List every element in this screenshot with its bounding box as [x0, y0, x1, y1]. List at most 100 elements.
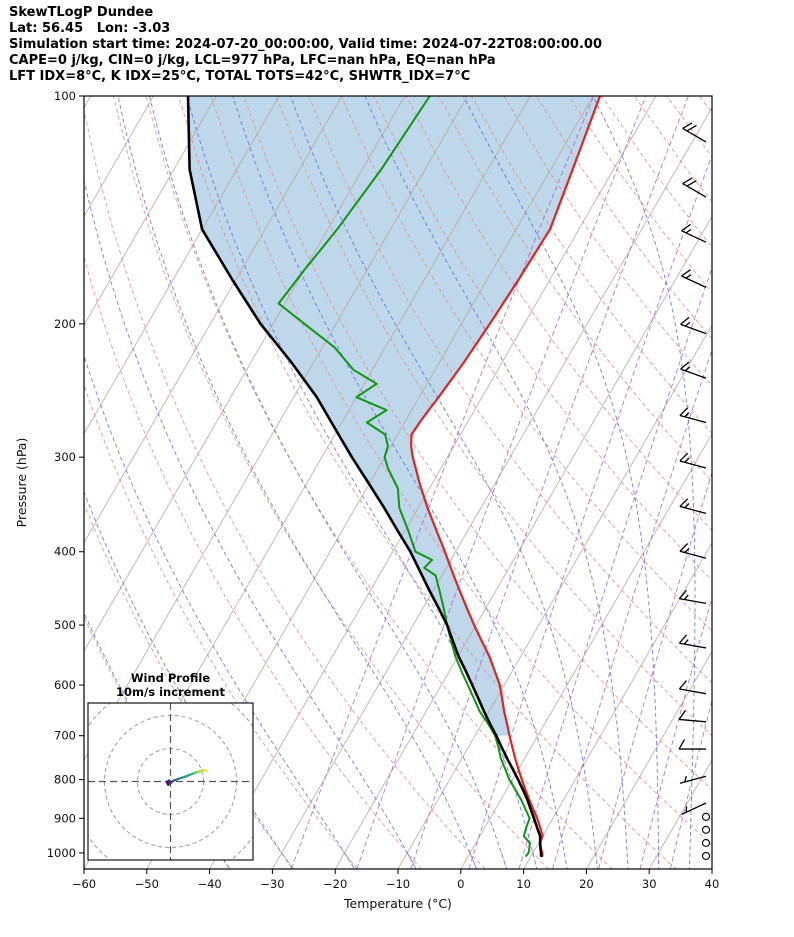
barb-staff — [679, 598, 707, 604]
barb-full — [681, 269, 691, 277]
dry-adiabat — [243, 96, 712, 791]
isotherm — [460, 432, 712, 869]
dry-adiabat — [308, 96, 712, 684]
wind-barb — [701, 851, 711, 860]
barb-full — [678, 710, 686, 720]
barb-full — [679, 407, 689, 416]
mixing-ratio-line — [598, 471, 712, 869]
x-tick-label: −40 — [197, 877, 221, 891]
barb-half — [684, 503, 690, 509]
wind-barb — [679, 775, 707, 784]
x-axis-title: Temperature (°C) — [343, 896, 452, 911]
isotherm — [648, 759, 712, 869]
barb-half — [685, 228, 692, 234]
barb-staff — [679, 505, 707, 515]
hodograph-title: Wind Profile — [131, 671, 211, 685]
y-tick-label: 100 — [54, 89, 76, 103]
wind-barb — [681, 223, 707, 243]
dry-adiabat — [112, 96, 549, 869]
hodograph-border — [87, 702, 254, 861]
mixing-ratio-line — [290, 96, 595, 869]
wind-barb — [679, 407, 707, 424]
barb-staff — [679, 550, 707, 559]
dry-adiabat — [275, 96, 712, 737]
calm-circle — [701, 812, 711, 821]
barb-staff — [679, 642, 707, 649]
y-tick-label: 500 — [54, 618, 76, 632]
mixing-ratio-line — [639, 595, 712, 869]
y-tick-label: 800 — [54, 773, 76, 787]
dry-adiabat — [568, 96, 712, 294]
y-tick-label: 300 — [54, 450, 76, 464]
barb-full — [679, 452, 689, 462]
y-tick-label: 900 — [54, 811, 76, 825]
isotherm — [585, 650, 712, 869]
dry-adiabat — [601, 96, 712, 248]
parcel-curve — [186, 96, 543, 858]
moist-adiabat — [463, 96, 660, 869]
wind-barb — [678, 589, 707, 604]
dry-adiabat — [84, 383, 358, 869]
barb-staff — [681, 275, 707, 288]
wind-barb — [678, 634, 707, 649]
barb-half — [683, 594, 689, 600]
dry-adiabat-lines — [84, 96, 712, 869]
barb-staff — [680, 323, 707, 335]
dry-adiabat — [340, 96, 712, 632]
barb-staff — [679, 414, 707, 424]
barb-half — [685, 806, 688, 813]
dry-adiabat — [698, 96, 712, 114]
mixing-ratio-line — [552, 348, 712, 869]
location-line: Lat: 56.45 Lon: -3.03 — [9, 21, 171, 36]
moist-adiabat — [232, 96, 568, 869]
moist-adiabat — [290, 96, 598, 869]
isotherm — [84, 96, 406, 653]
barb-full — [678, 739, 686, 750]
dewpoint-curve — [277, 96, 531, 857]
barb-staff — [680, 368, 707, 379]
dry-adiabat — [405, 96, 712, 532]
x-tick-label: 30 — [642, 877, 657, 891]
dry-adiabat — [84, 255, 422, 869]
wind-barbs-column — [678, 122, 711, 860]
mixing-ratio-line — [669, 698, 712, 869]
dry-adiabat — [536, 96, 712, 340]
wind-barb — [680, 316, 707, 335]
indices-line-1: CAPE=0 j/kg, CIN=0 j/kg, LCL=977 hPa, LF… — [9, 53, 496, 68]
dry-adiabat — [84, 502, 295, 869]
dry-adiabat — [210, 96, 712, 846]
dry-adiabat — [666, 96, 712, 158]
barb-full — [682, 122, 693, 130]
x-tick-label: 20 — [579, 877, 594, 891]
barb-full — [686, 180, 697, 187]
barb-half — [684, 366, 691, 372]
wind-barb — [679, 543, 707, 559]
moist-adiabat — [84, 354, 356, 869]
page-title: SkewTLogP Dundee — [9, 5, 154, 20]
hodograph-subtitle: 10m/s increment — [116, 685, 225, 699]
hodograph-trace-segment — [203, 768, 208, 773]
dry-adiabat — [178, 96, 677, 869]
moist-adiabat — [84, 178, 417, 869]
barb-full — [682, 177, 693, 185]
barb-half — [684, 776, 687, 783]
barb-full — [679, 498, 689, 507]
x-tick-label: 0 — [457, 877, 464, 891]
hodograph-grid — [88, 703, 253, 860]
y-tick-label: 400 — [54, 545, 76, 559]
x-tick-label: −50 — [135, 877, 159, 891]
isotherm — [84, 96, 280, 435]
dry-adiabat — [373, 96, 712, 581]
barb-half — [683, 639, 689, 645]
barb-staff — [679, 718, 707, 723]
barb-full — [680, 316, 690, 325]
barb-full — [678, 680, 687, 690]
profile-curves — [186, 96, 602, 858]
isotherm — [397, 324, 712, 869]
moist-adiabat — [117, 96, 478, 869]
cape-cin-shading — [188, 96, 600, 736]
calm-circle — [701, 825, 711, 834]
